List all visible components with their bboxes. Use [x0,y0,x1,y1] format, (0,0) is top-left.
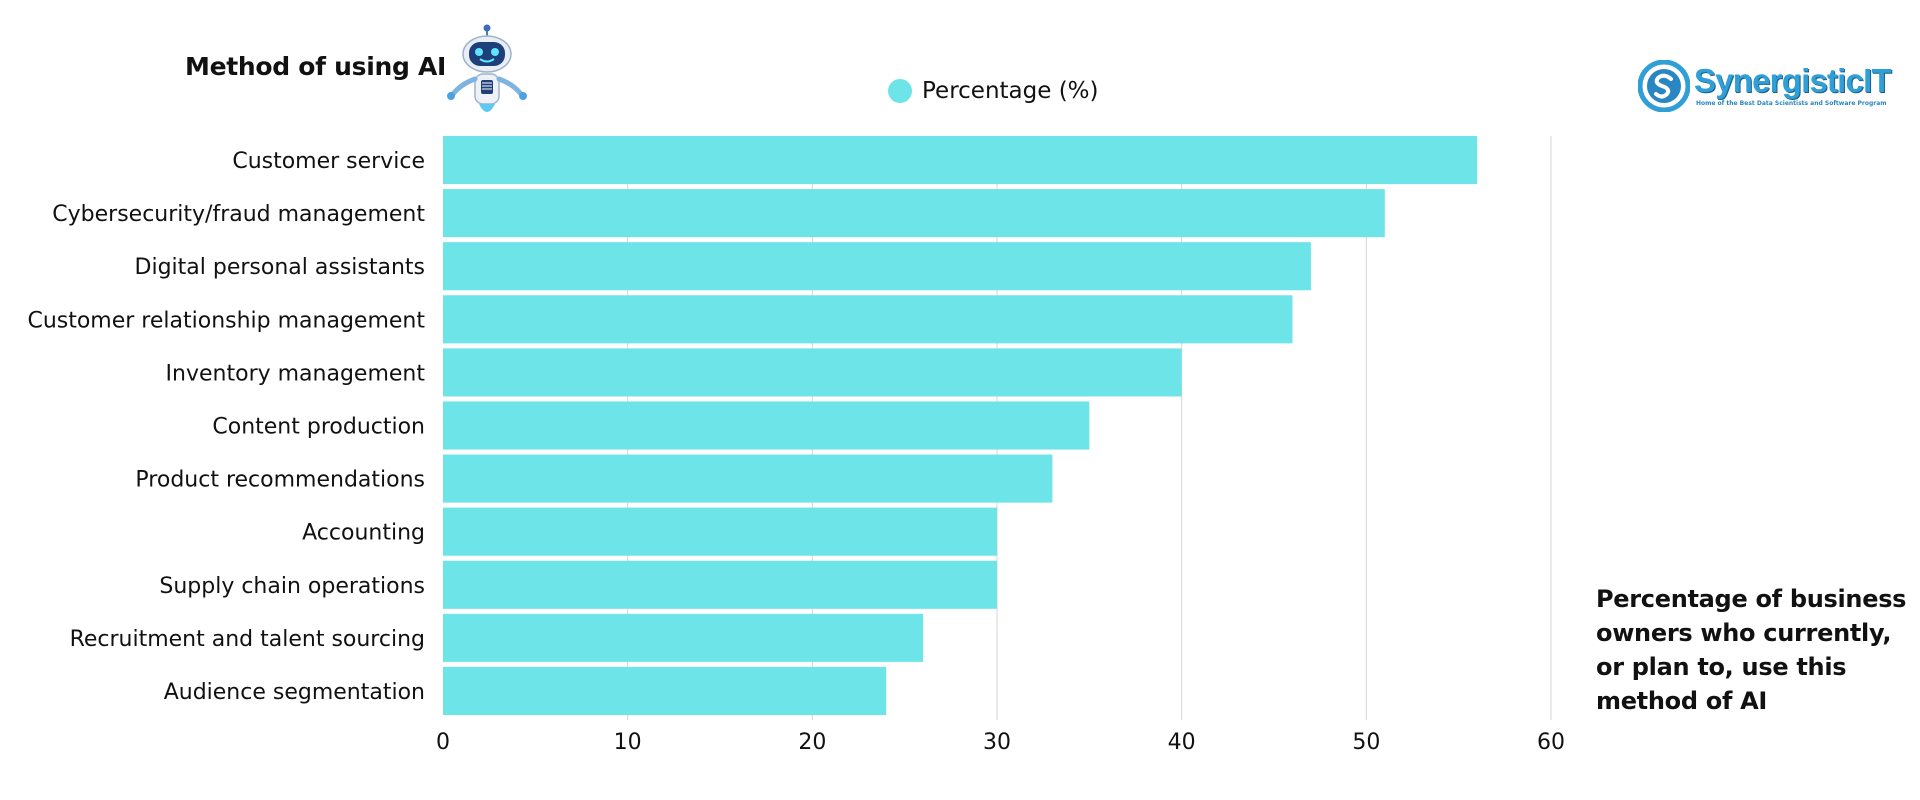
logo-tagline: Home of the Best Data Scientists and Sof… [1696,100,1886,107]
x-tick-label: 0 [436,730,450,755]
bar [443,295,1293,344]
x-tick-label: 50 [1352,730,1380,755]
category-label: Customer relationship management [27,308,425,333]
bar [443,666,887,715]
synergisticit-logo: SynergisticIT Home of the Best Data Scie… [1638,60,1892,118]
bar [443,189,1385,238]
legend-label: Percentage (%) [922,78,1099,104]
chart-note: Percentage of business owners who curren… [1596,585,1907,715]
bar [443,136,1478,185]
bar [443,454,1053,503]
category-label: Product recommendations [135,468,425,493]
logo-wordmark: SynergisticIT [1694,62,1892,99]
x-tick-label: 40 [1168,730,1196,755]
robot-mascot-icon [447,24,527,112]
bar [443,613,924,662]
bar [443,560,997,609]
bar [443,242,1311,291]
category-label: Recruitment and talent sourcing [70,627,425,652]
chart-title: Method of using AI [185,52,447,81]
bar [443,507,997,556]
x-tick-label: 10 [614,730,642,755]
x-tick-label: 60 [1537,730,1565,755]
legend-swatch [888,79,912,103]
x-tick-label: 30 [983,730,1011,755]
category-label: Supply chain operations [159,574,425,599]
bar [443,348,1182,397]
category-label: Audience segmentation [164,680,425,705]
bar [443,401,1090,450]
synergisticit-logo-icon [1638,60,1690,112]
category-label: Customer service [232,149,425,174]
x-tick-label: 20 [798,730,826,755]
category-label: Cybersecurity/fraud management [52,202,425,227]
category-label: Content production [212,415,425,440]
chart-legend: Percentage (%) [888,78,1099,104]
category-label: Inventory management [166,361,426,386]
category-label: Digital personal assistants [135,255,425,280]
category-label: Accounting [302,521,425,546]
